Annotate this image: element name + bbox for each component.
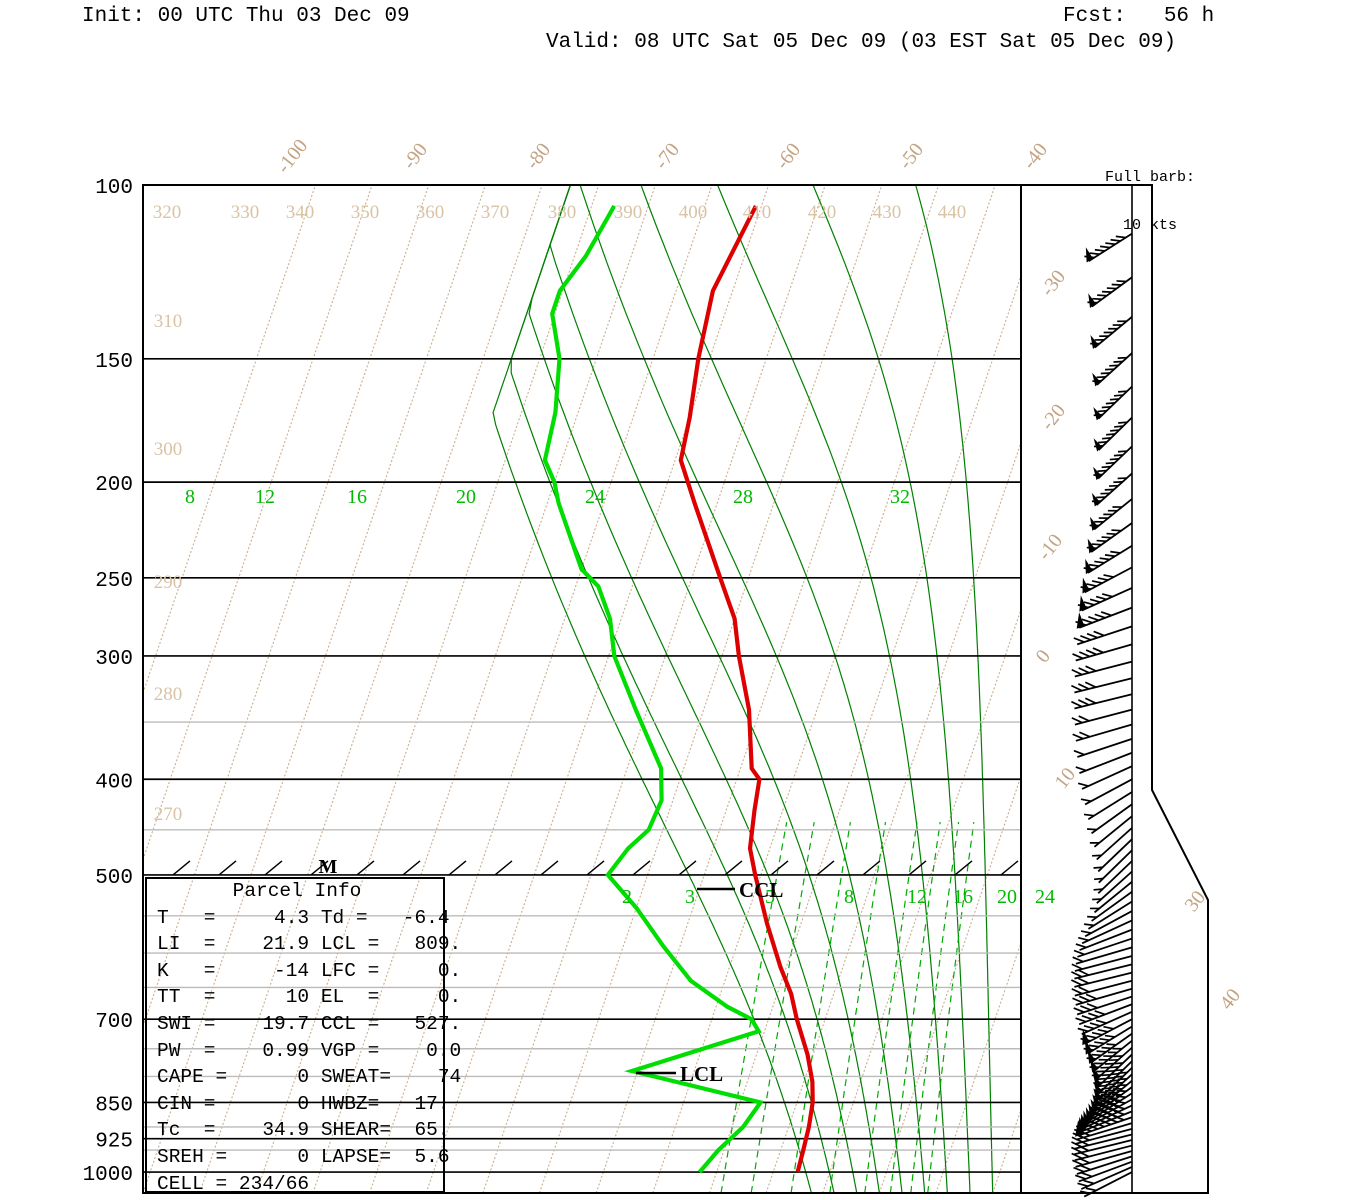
parcel-info-content: Parcel Info T = 4.3 Td = -6.4 LI = 21.9 … bbox=[147, 877, 462, 1197]
parcel-row: T = 4.3 Td = -6.4 bbox=[157, 906, 450, 929]
chart-text: 430 bbox=[873, 202, 902, 223]
chart-text: 380 bbox=[548, 202, 577, 223]
chart-text: 420 bbox=[808, 202, 837, 223]
chart-text: 28 bbox=[733, 486, 753, 508]
chart-text: 290 bbox=[154, 572, 183, 593]
parcel-row: PW = 0.99 VGP = 0.0 bbox=[157, 1039, 462, 1062]
hatch-marks bbox=[172, 860, 1019, 876]
chart-text: 30 bbox=[1180, 887, 1210, 916]
chart-text: 350 bbox=[351, 202, 380, 223]
chart-text: 440 bbox=[938, 202, 967, 223]
chart-text: 250 bbox=[95, 570, 133, 593]
parcel-row: K = -14 LFC = 0. bbox=[157, 959, 462, 982]
chart-text: 8 bbox=[185, 486, 195, 508]
chart-text: LCL bbox=[680, 1062, 723, 1086]
chart-text: 20 bbox=[997, 886, 1017, 908]
chart-text: -30 bbox=[1036, 266, 1070, 301]
init-time-label: Init: 00 UTC Thu 03 Dec 09 bbox=[82, 5, 410, 28]
chart-text: 360 bbox=[416, 202, 445, 223]
chart-text: 40 bbox=[1215, 985, 1245, 1014]
parcel-row: SWI = 19.7 CCL = 527. bbox=[157, 1012, 462, 1035]
chart-text: 12 bbox=[907, 886, 927, 908]
chart-text: 3 bbox=[685, 886, 695, 908]
mixing-ratio-lines bbox=[720, 821, 975, 1193]
chart-text: 925 bbox=[95, 1131, 133, 1154]
chart-text: 16 bbox=[347, 486, 367, 508]
chart-text: 0 bbox=[1032, 646, 1055, 667]
parcel-row: CIN = 0 HWBZ= 17. bbox=[157, 1092, 450, 1115]
chart-text: 150 bbox=[95, 351, 133, 374]
chart-text: CCL bbox=[739, 878, 783, 902]
parcel-row: LI = 21.9 LCL = 809. bbox=[157, 933, 462, 956]
forecast-hour-label: Fcst: 56 h bbox=[1063, 5, 1215, 28]
chart-text: 410 bbox=[743, 202, 772, 223]
chart-text: 12 bbox=[255, 486, 275, 508]
chart-text: 310 bbox=[154, 311, 183, 332]
chart-text: 200 bbox=[95, 474, 133, 497]
chart-text: 24 bbox=[1035, 886, 1055, 908]
chart-text: 400 bbox=[679, 202, 708, 223]
chart-text: 370 bbox=[481, 202, 510, 223]
chart-text: 1000 bbox=[83, 1164, 133, 1187]
chart-text: M bbox=[319, 856, 338, 878]
chart-text: 500 bbox=[95, 867, 133, 890]
chart-text: -60 bbox=[771, 139, 805, 174]
chart-text: -40 bbox=[1018, 139, 1052, 174]
chart-text: -10 bbox=[1033, 530, 1067, 565]
chart-text: 300 bbox=[95, 648, 133, 671]
parcel-row: Tc = 34.9 SHEAR= 65. bbox=[157, 1119, 450, 1142]
chart-text: 270 bbox=[154, 804, 183, 825]
parcel-row: SREH = 0 LAPSE= 5.6 bbox=[157, 1145, 450, 1168]
barb-legend-line1: Full barb: bbox=[1105, 169, 1196, 186]
parcel-info-title: Parcel Info bbox=[232, 880, 362, 902]
chart-text: 20 bbox=[456, 486, 476, 508]
chart-text: 5 bbox=[765, 886, 775, 908]
chart-text: -20 bbox=[1036, 400, 1070, 435]
chart-text: 850 bbox=[95, 1094, 133, 1117]
chart-text: 390 bbox=[614, 202, 643, 223]
chart-text: 330 bbox=[231, 202, 260, 223]
valid-time-label: Valid: 08 UTC Sat 05 Dec 09 (03 EST Sat … bbox=[546, 31, 1177, 54]
chart-text: 100 bbox=[95, 177, 133, 200]
parcel-row: CAPE = 0 SWEAT= 74 bbox=[157, 1066, 462, 1089]
chart-text: -70 bbox=[650, 139, 684, 174]
chart-text: -50 bbox=[894, 139, 928, 174]
chart-text: -90 bbox=[398, 139, 432, 174]
chart-text: 10 bbox=[1050, 764, 1080, 793]
chart-text: -100 bbox=[272, 135, 312, 177]
chart-text: 32 bbox=[890, 486, 910, 508]
chart-text: 280 bbox=[154, 684, 183, 705]
chart-text: 8 bbox=[844, 886, 854, 908]
chart-text: 320 bbox=[153, 202, 182, 223]
chart-text: -80 bbox=[521, 139, 555, 174]
chart-frame bbox=[142, 184, 1209, 1194]
wind-barb-column bbox=[1071, 232, 1133, 1198]
chart-text: 16 bbox=[953, 886, 973, 908]
parcel-row: CELL = 234/66 bbox=[157, 1172, 310, 1195]
wind-barb-legend: Full barb: 10 kts bbox=[1105, 138, 1195, 266]
chart-text: 400 bbox=[95, 771, 133, 794]
chart-text: 340 bbox=[286, 202, 315, 223]
parcel-row: TT = 10 EL = 0. bbox=[157, 986, 462, 1009]
moist-adiabat-lines bbox=[492, 185, 994, 1193]
sounding-traces bbox=[542, 204, 815, 1174]
chart-text: 2 bbox=[622, 886, 632, 908]
chart-text: 24 bbox=[585, 486, 605, 508]
chart-text: 700 bbox=[95, 1011, 133, 1034]
chart-text: 300 bbox=[154, 439, 183, 460]
